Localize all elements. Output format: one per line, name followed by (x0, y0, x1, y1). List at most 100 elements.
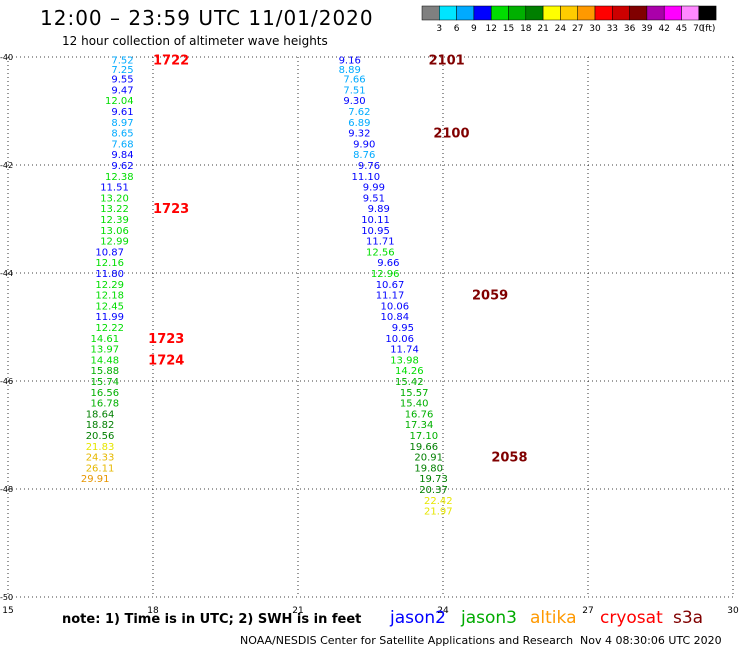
legend-label: 39 (641, 24, 653, 34)
wave-height-value: 7.25 (111, 65, 133, 76)
pass-time-label: 1723 (153, 202, 189, 217)
color-legend: 3 6 9 12 15 18 21 24 27 30 33 36 39 42 45 70(ft) (421, 5, 717, 34)
wave-height-value: 10.06 (385, 334, 414, 345)
wave-height-value: 11.71 (366, 237, 395, 248)
wave-height-value: 9.55 (111, 75, 133, 86)
wave-height-value: 13.06 (100, 226, 129, 237)
legend-label: 21 (537, 24, 548, 34)
legend-label: 30 (589, 24, 601, 34)
wave-height-value: 9.99 (363, 183, 385, 194)
lat-tick-label: -46 (0, 377, 13, 386)
wave-height-value: 9.30 (343, 96, 365, 107)
wave-height-value: 10.67 (376, 280, 405, 291)
wave-height-value: 11.51 (100, 183, 129, 194)
wave-height-value: 12.96 (371, 269, 400, 280)
page-subtitle: 12 hour collection of altimeter wave hei… (62, 34, 328, 48)
legend-label: 6 (454, 24, 460, 34)
legend-label: 24 (555, 24, 567, 34)
lon-tick-label: 27 (582, 606, 593, 616)
wave-height-value: 8.89 (339, 65, 361, 76)
wave-height-value: 10.06 (381, 301, 410, 312)
pass-time-label: 2101 (429, 54, 465, 69)
wave-height-value: 18.82 (86, 420, 115, 431)
wave-height-value: 11.74 (390, 345, 419, 356)
lat-tick-label: -48 (0, 485, 13, 494)
pass-time-label: 1723 (148, 332, 184, 347)
wave-height-value: 12.38 (105, 172, 134, 183)
wave-height-value: 20.37 (419, 485, 448, 496)
lat-tick-label: -44 (0, 269, 13, 278)
legend-label: 9 (471, 24, 477, 34)
wave-height-value: 13.22 (100, 204, 129, 215)
legend-label: 27 (572, 24, 583, 34)
wave-height-value: 12.45 (95, 301, 124, 312)
wave-height-value: 12.56 (366, 247, 395, 258)
wave-height-value: 9.16 (339, 56, 361, 67)
wave-height-value: 9.89 (368, 204, 390, 215)
legend-label: 12 (485, 24, 496, 34)
lat-tick-label: -50 (0, 593, 13, 602)
lon-tick-label: 24 (437, 606, 449, 616)
credit-line: NOAA/NESDIS Center for Satellite Applica… (240, 634, 574, 647)
wave-height-value: 11.10 (352, 172, 381, 183)
wave-height-value: 10.95 (361, 226, 390, 237)
wave-height-value: 15.88 (91, 366, 120, 377)
wave-height-value: 15.74 (91, 377, 120, 388)
wave-height-value: 15.42 (395, 377, 424, 388)
pass-time-label: 1724 (148, 353, 184, 368)
wave-height-value: 13.97 (91, 345, 120, 356)
wave-height-value: 6.89 (348, 118, 370, 129)
wave-height-value: 19.66 (410, 442, 439, 453)
lon-tick-label: 15 (2, 606, 13, 616)
wave-height-value: 15.57 (400, 388, 429, 399)
wave-height-value: 11.17 (376, 291, 405, 302)
wave-height-value: 16.76 (405, 409, 434, 420)
wave-height-value: 9.47 (111, 85, 133, 96)
pass-time-label: 2100 (433, 127, 469, 142)
wave-height-value: 12.04 (105, 96, 134, 107)
wave-height-value: 9.76 (358, 161, 380, 172)
wave-height-value: 29.91 (81, 474, 110, 485)
legend-label: 18 (520, 24, 532, 34)
wave-height-value: 7.62 (348, 107, 370, 118)
legend-label: 42 (658, 24, 669, 34)
wave-height-value: 12.18 (95, 291, 124, 302)
satellite-altika: altika (530, 608, 577, 628)
wave-height-value: 8.65 (111, 129, 133, 140)
legend-label: 3 (436, 24, 442, 34)
legend-label: 15 (503, 24, 514, 34)
lat-tick-label: -40 (0, 53, 13, 62)
wave-height-value: 14.48 (91, 355, 120, 366)
wave-height-value: 12.22 (95, 323, 124, 334)
page-title: 12:00 – 23:59 UTC 11/01/2020 (40, 6, 374, 30)
satellite-jason2: jason2 (390, 608, 446, 628)
wave-height-value: 16.56 (91, 388, 120, 399)
wave-height-value: 7.66 (343, 75, 365, 86)
wave-height-value: 10.84 (381, 312, 410, 323)
wave-height-value: 7.68 (111, 139, 133, 150)
wave-height-value: 22.42 (424, 496, 453, 507)
wave-height-value: 9.66 (377, 258, 399, 269)
wave-height-value: 24.33 (86, 453, 115, 464)
wave-height-value: 20.91 (414, 453, 443, 464)
wave-height-value: 8.76 (353, 150, 375, 161)
wave-height-value: 9.61 (111, 107, 133, 118)
footer-note: note: 1) Time is in UTC; 2) SWH is in fe… (62, 612, 362, 627)
wave-height-value: 12.99 (100, 237, 129, 248)
altimeter-map: 15 18 21 24 27 30-40-42-44-46-48-507.527.259.… (0, 53, 739, 616)
wave-height-value: 9.62 (111, 161, 133, 172)
satellite-jason3: jason3 (461, 608, 517, 628)
wave-height-value: 14.26 (395, 366, 424, 377)
pass-time-label: 2058 (491, 451, 527, 466)
wave-height-value: 10.11 (361, 215, 390, 226)
wave-height-value: 11.80 (95, 269, 124, 280)
wave-height-value: 10.87 (95, 247, 124, 258)
wave-height-value: 17.10 (410, 431, 439, 442)
wave-height-value: 9.51 (363, 193, 385, 204)
wave-height-value: 14.61 (91, 334, 120, 345)
legend-label: 45 (676, 24, 687, 34)
legend-swatch (698, 5, 717, 21)
wave-height-value: 13.20 (100, 193, 129, 204)
wave-height-value: 21.97 (424, 507, 453, 518)
